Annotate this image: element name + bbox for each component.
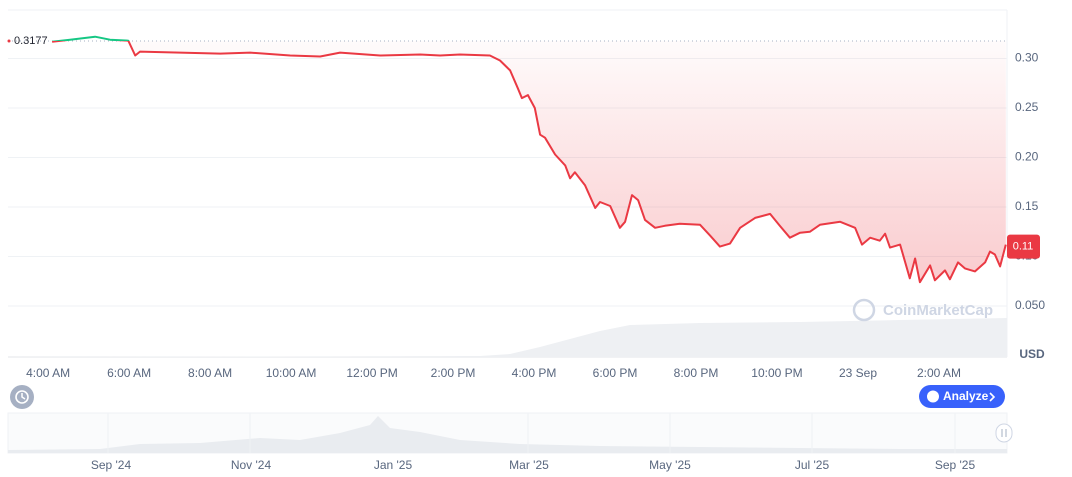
navigator-label: Nov '24 (231, 458, 272, 472)
y-tick-label: 0.25 (1015, 100, 1039, 114)
x-tick-label: 10:00 PM (751, 366, 802, 380)
x-tick-label: 2:00 PM (431, 366, 476, 380)
navigator-label: Sep '25 (935, 458, 976, 472)
current-price-tag (1007, 234, 1040, 259)
x-tick-label: 6:00 PM (593, 366, 638, 380)
x-tick-label: 4:00 AM (26, 366, 70, 380)
navigator-label: Jul '25 (795, 458, 830, 472)
x-tick-label: 8:00 AM (188, 366, 232, 380)
analyze-button[interactable]: Analyze (919, 385, 1005, 408)
current-price-label: 0.11 (1013, 241, 1034, 253)
navigator: Sep '24 Nov '24 Jan '25 Mar '25 May '25 … (7, 412, 1008, 472)
reference-label: 0.3177 (14, 35, 48, 47)
x-tick-label: 8:00 PM (674, 366, 719, 380)
navigator-handle[interactable] (995, 423, 1013, 443)
navigator-label: Mar '25 (509, 458, 549, 472)
volume-area (8, 318, 1007, 357)
x-tick-label: 2:00 AM (917, 366, 961, 380)
watermark-logo (852, 298, 876, 322)
y-tick-label: 0.20 (1015, 150, 1039, 164)
x-tick-label: 12:00 PM (346, 366, 397, 380)
price-area (52, 40, 1006, 283)
y-tick-label: 0.15 (1015, 199, 1039, 213)
reference-dot (7, 39, 11, 43)
history-button[interactable] (10, 385, 34, 409)
navigator-label: May '25 (649, 458, 691, 472)
watermark: CoinMarketCap (883, 302, 993, 319)
analyze-label[interactable]: Analyze (943, 389, 989, 403)
navigator-label: Jan '25 (374, 458, 413, 472)
x-tick-label: 4:00 PM (512, 366, 557, 380)
unit-label: USD (1019, 347, 1045, 361)
y-tick-label: 0.050 (1015, 298, 1045, 312)
y-tick-label: 0.30 (1015, 51, 1039, 65)
x-tick-label: 6:00 AM (107, 366, 151, 380)
x-tick-label: 10:00 AM (266, 366, 317, 380)
navigator-label: Sep '24 (91, 458, 132, 472)
x-tick-label: 23 Sep (839, 366, 877, 380)
price-line (51, 35, 1007, 284)
